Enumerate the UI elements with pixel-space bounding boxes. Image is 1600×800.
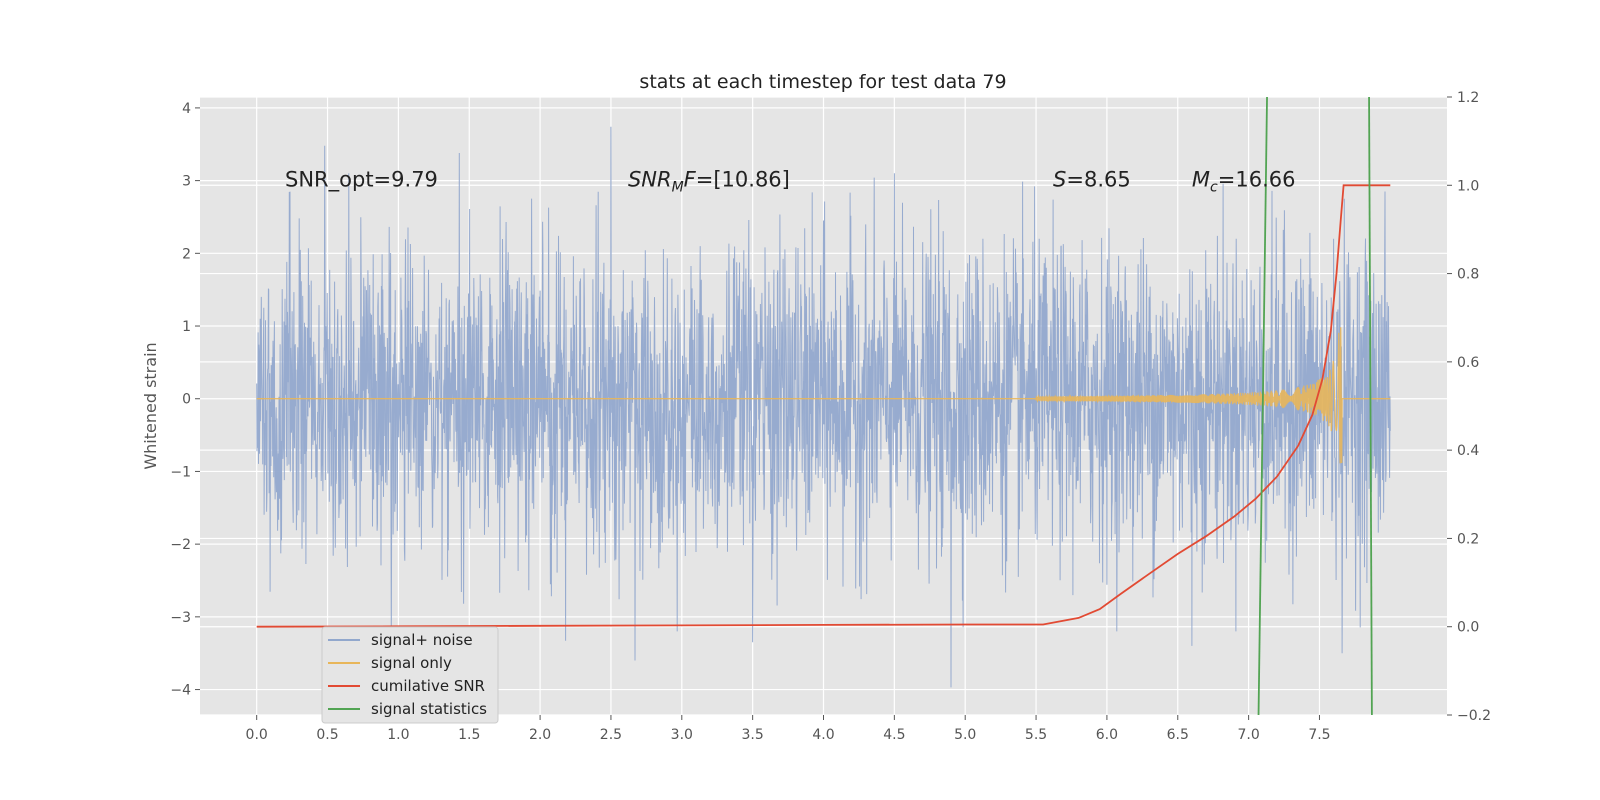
x-tick-label: 3.0 <box>671 727 693 743</box>
series-signal-only <box>256 327 1391 464</box>
series-cumulative-snr <box>256 184 1391 628</box>
y-tick-label: −3 <box>170 610 191 626</box>
legend: signal+ noise signal only cumilative SNR… <box>321 626 499 724</box>
chart-title: stats at each timestep for test data 79 <box>639 71 1006 93</box>
legend-label-signal-only: signal only <box>371 654 452 672</box>
x-tick-label: 2.5 <box>600 727 622 743</box>
y-tick-label: −2 <box>170 537 191 553</box>
y2-tick-label: 0.6 <box>1457 355 1479 371</box>
series-signal-statistics-line <box>1257 96 1268 716</box>
y2-tick-label: −0.2 <box>1457 708 1491 724</box>
y-tick-label: 2 <box>182 246 191 262</box>
series-signal-statistics-line <box>1368 96 1373 716</box>
y2-tick-label: 1.0 <box>1457 178 1479 194</box>
annotation-label: SNRMF=[10.86] <box>628 167 790 195</box>
x-tick-label: 7.5 <box>1308 727 1330 743</box>
series-signal-noise <box>256 126 1391 688</box>
annotation-label: SNR_opt=9.79 <box>285 167 438 192</box>
x-tick-label: 1.0 <box>387 727 409 743</box>
legend-box <box>321 626 499 724</box>
x-tick-label: 4.5 <box>883 727 905 743</box>
annotation-label: Mc=16.66 <box>1192 167 1296 195</box>
x-tick-label: 5.5 <box>1025 727 1047 743</box>
y-tick-label: 0 <box>182 392 191 408</box>
x-tick-label: 1.5 <box>458 727 480 743</box>
y-axis-label: Whitened strain <box>141 342 160 469</box>
x-tick-label: 6.5 <box>1167 727 1189 743</box>
legend-label-cumulative-snr: cumilative SNR <box>371 677 485 695</box>
y2-tick-label: 1.2 <box>1457 90 1479 106</box>
axes: 0.0 0.5 1.0 1.5 2.0 2.5 3.0 3.5 4.0 4.5 5.0 5.5 6.0 6… <box>170 90 1491 743</box>
legend-label-signal-statistics: signal statistics <box>371 700 487 718</box>
x-tick-label: 7.0 <box>1237 727 1259 743</box>
x-tick-label: 0.5 <box>316 727 338 743</box>
x-tick-label: 4.0 <box>812 727 834 743</box>
x-tick-label: 3.5 <box>742 727 764 743</box>
y-tick-label: 3 <box>182 174 191 190</box>
y-tick-label: −4 <box>170 683 191 699</box>
series-layer <box>256 96 1391 716</box>
y2-tick-label: 0.2 <box>1457 531 1479 547</box>
x-tick-label: 5.0 <box>954 727 976 743</box>
y2-tick-label: 0.4 <box>1457 443 1479 459</box>
y-tick-label: −1 <box>170 464 191 480</box>
y-tick-label: 1 <box>182 319 191 335</box>
y2-tick-label: 0.8 <box>1457 267 1479 283</box>
x-tick-label: 6.0 <box>1096 727 1118 743</box>
legend-label-signal-noise: signal+ noise <box>371 631 473 649</box>
annotations: SNR_opt=9.79 SNRMF=[10.86] S=8.65 Mc=16.66 <box>285 167 1295 195</box>
x-tick-label: 2.0 <box>529 727 551 743</box>
x-tick-label: 0.0 <box>246 727 268 743</box>
annotation-label: S=8.65 <box>1053 167 1131 191</box>
y2-tick-label: 0.0 <box>1457 620 1479 636</box>
y-tick-label: 4 <box>182 101 191 117</box>
